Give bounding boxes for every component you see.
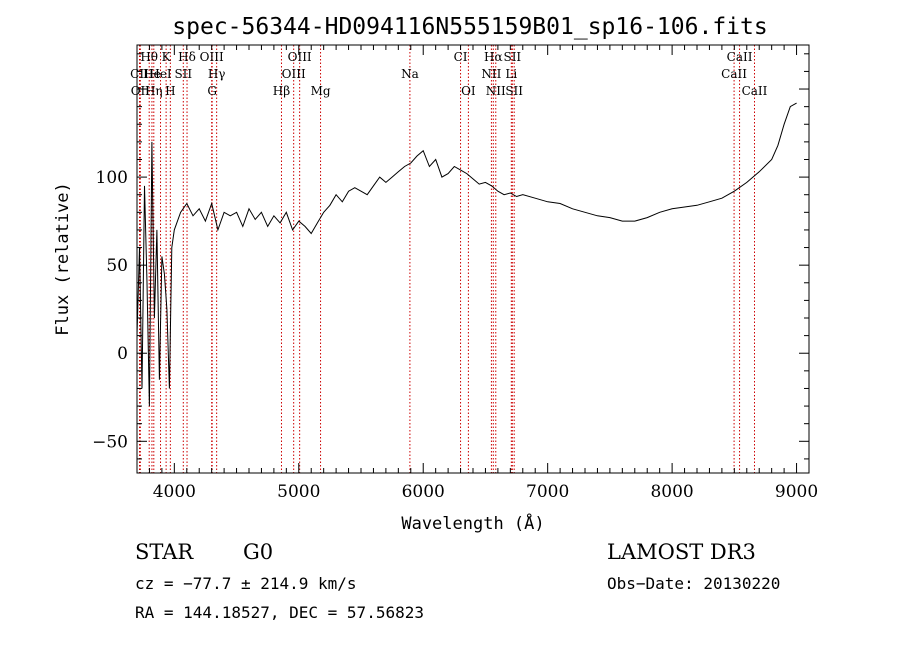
line-label: CI xyxy=(454,50,468,64)
axis-ticks xyxy=(136,45,810,473)
coordinates: RA = 144.18527, DEC = 57.56823 xyxy=(135,603,424,622)
x-tick-label: 7000 xyxy=(526,482,569,502)
line-label: Li xyxy=(505,67,517,81)
line-label: CII xyxy=(130,67,149,81)
line-label: CaII xyxy=(742,84,768,98)
spectrum-line xyxy=(136,102,797,407)
redshift-velocity: cz = −77.7 ± 214.9 km/s xyxy=(135,574,357,593)
line-label: Mg xyxy=(311,84,331,98)
line-label: SII xyxy=(503,50,521,64)
line-label: OIII xyxy=(200,50,224,64)
y-tick-label: 0 xyxy=(117,344,128,364)
line-label: OIII xyxy=(282,67,306,81)
object-subclass: G0 xyxy=(243,540,274,564)
line-label: SII xyxy=(505,84,523,98)
y-tick-label: 100 xyxy=(96,168,128,188)
line-label: Hη xyxy=(145,84,163,98)
axis-tick-labels: 4000 5000 6000 7000 8000 9000 −50 0 50 100 xyxy=(92,168,818,502)
line-label: He xyxy=(143,67,161,81)
object-class: STAR xyxy=(135,540,194,564)
line-label: CaII xyxy=(721,67,747,81)
line-label: Hγ xyxy=(208,67,226,81)
chart-title: spec-56344-HD094116N555159B01_sp16-106.f… xyxy=(172,14,767,40)
plot-frame xyxy=(136,44,810,474)
line-label: Hα xyxy=(484,50,503,64)
line-label: G xyxy=(207,84,217,98)
x-tick-label: 6000 xyxy=(402,482,445,502)
x-tick-label: 4000 xyxy=(153,482,196,502)
line-label: H xyxy=(165,84,175,98)
line-label: OIII xyxy=(288,50,312,64)
emission-line-markers xyxy=(138,45,755,473)
x-axis-label: Wavelength (Å) xyxy=(401,512,544,534)
line-label: Hθ xyxy=(140,50,158,64)
line-label: NII xyxy=(486,84,506,98)
line-label: OI xyxy=(461,84,476,98)
line-label: Na xyxy=(401,67,419,81)
y-tick-label: 50 xyxy=(106,256,128,276)
line-label: SII xyxy=(174,67,192,81)
y-axis-label: Flux (relative) xyxy=(53,182,73,336)
line-label: CaII xyxy=(727,50,753,64)
y-tick-label: −50 xyxy=(92,432,128,452)
line-label: NII xyxy=(481,67,501,81)
line-label: OII xyxy=(131,84,151,98)
observation-date: Obs−Date: 20130220 xyxy=(607,574,781,593)
x-tick-label: 9000 xyxy=(775,482,818,502)
x-tick-label: 5000 xyxy=(277,482,320,502)
line-label: K xyxy=(162,50,172,64)
x-tick-label: 8000 xyxy=(650,482,693,502)
emission-line-labels: CII OII Hθ He Hη HeI K H SII Hδ OIII G Hγ Hβ OIII OIII M… xyxy=(130,50,768,98)
line-label: Hδ xyxy=(178,50,196,64)
line-label: Hβ xyxy=(273,84,290,98)
line-label: HeI xyxy=(149,67,172,81)
survey-name: LAMOST DR3 xyxy=(607,540,756,564)
